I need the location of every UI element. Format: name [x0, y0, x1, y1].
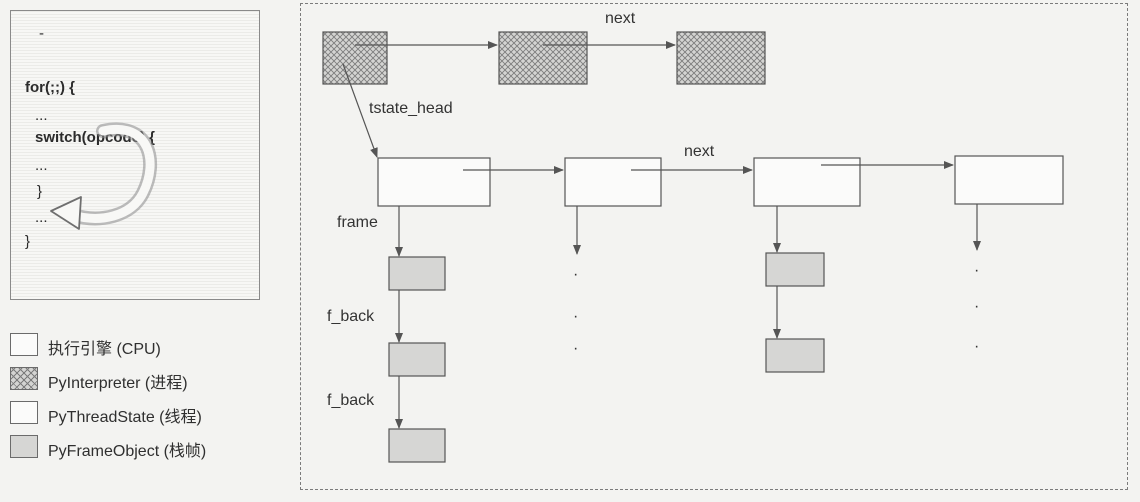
interpreter-next-label: next [605, 10, 636, 27]
ellipsis-dot: · [974, 262, 980, 279]
f-back-label: f_back [327, 392, 375, 409]
legend-label-interpreter: PyInterpreter (进程) [48, 375, 188, 392]
ellipsis-dot: · [573, 266, 579, 283]
ellipsis-dot: · [573, 308, 579, 325]
interpreter-box [498, 31, 588, 85]
execution-engine-code-panel: - for(;;) { ... switch(opcode) { ... } .… [10, 10, 260, 300]
loop-arrow-icon [50, 122, 157, 230]
interpreter-box [676, 31, 766, 85]
legend-item-interpreter: PyInterpreter (进程) [10, 366, 300, 397]
frame-box [765, 252, 825, 287]
diagram-canvas [322, 31, 1064, 463]
code-line-ellipsis-2: ... [35, 157, 48, 174]
frame-box [388, 256, 446, 291]
tstate-head-arrow [342, 63, 378, 158]
tstate-head-label: tstate_head [369, 100, 453, 117]
legend-label-cpu: 执行引擎 (CPU) [48, 341, 161, 358]
f-back-label: f_back [327, 308, 375, 325]
threadstate-box [753, 157, 861, 207]
frame-label: frame [337, 214, 378, 231]
legend-label-threadstate: PyThreadState (线程) [48, 409, 202, 426]
threadstate-next-label: next [684, 143, 715, 160]
legend-swatch-white [10, 333, 38, 356]
interpreter-box [322, 31, 388, 85]
legend-swatch-gray [10, 435, 38, 458]
legend-item-cpu: 执行引擎 (CPU) [10, 332, 300, 363]
legend: 执行引擎 (CPU) PyInterpreter (进程) PyThreadSt… [10, 332, 300, 468]
legend-item-threadstate: PyThreadState (线程) [10, 400, 300, 431]
code-line-close-for: } [25, 233, 31, 250]
legend-label-frameobject: PyFrameObject (栈帧) [48, 443, 207, 460]
threadstate-box [377, 157, 491, 207]
legend-item-frameobject: PyFrameObject (栈帧) [10, 434, 300, 465]
frame-box [765, 338, 825, 373]
frame-box [388, 428, 446, 463]
runtime-diagram: next tstate_head next frame f_back f_bac… [300, 3, 1128, 490]
code-line-for: for(;;) { [25, 79, 75, 96]
code-line-close-switch: } [37, 183, 43, 200]
legend-swatch-white [10, 401, 38, 424]
code-line-ellipsis-3: ... [35, 209, 48, 226]
ellipsis-dot: · [974, 338, 980, 355]
threadstate-box [564, 157, 662, 207]
code-line-dash: - [39, 25, 44, 42]
frame-box [388, 342, 446, 377]
code-line-ellipsis-1: ... [35, 107, 48, 124]
legend-swatch-hatched [10, 367, 38, 390]
ellipsis-dot: · [974, 298, 980, 315]
ellipsis-dot: · [573, 340, 579, 357]
threadstate-box [954, 155, 1064, 205]
